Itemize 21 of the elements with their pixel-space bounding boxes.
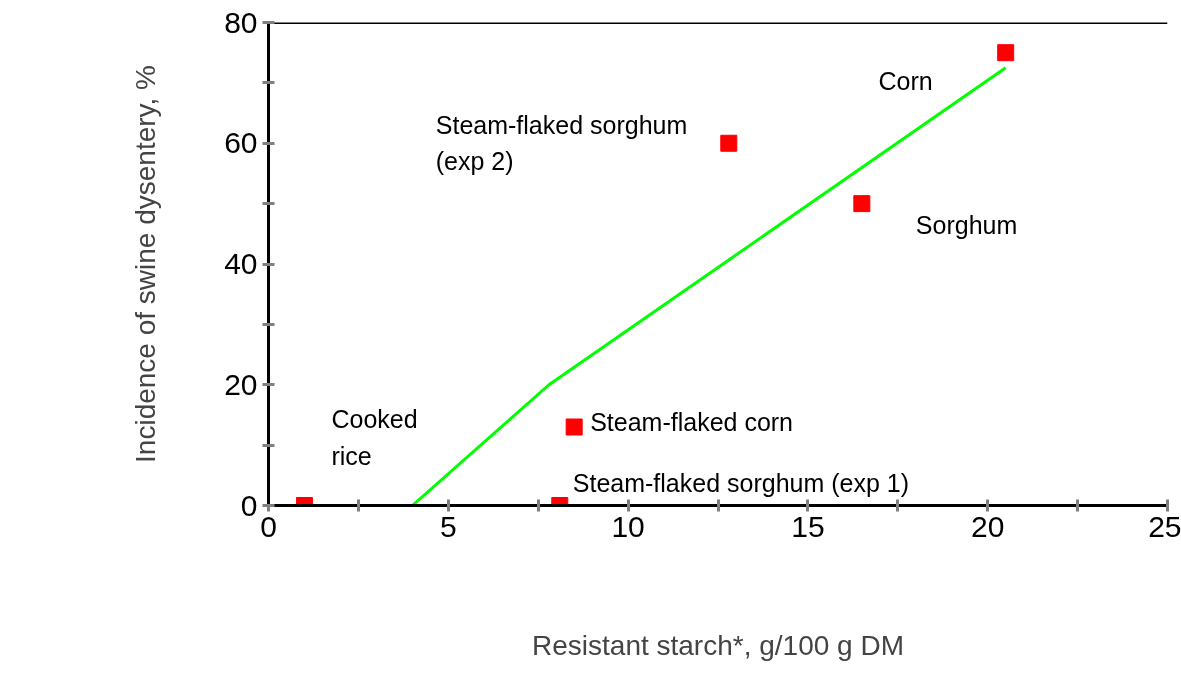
point	[720, 134, 738, 152]
x-tick-label: 5	[439, 509, 457, 543]
x-axis-title: Resistant starch*, g/100 g DM	[532, 629, 904, 661]
y-tick-label: 40	[224, 247, 258, 280]
annotation: Cooked rice	[331, 405, 418, 470]
annotation: Steam-flaked sorghum (exp 2)	[435, 111, 688, 176]
point	[853, 195, 871, 213]
annotation: Sorghum	[915, 210, 1018, 239]
x-tick-label: 20	[971, 509, 1005, 543]
y-tick-label: 0	[240, 488, 258, 522]
x-tick-label: 10	[611, 509, 645, 543]
annotation: Steam-flaked corn	[590, 408, 794, 437]
y-tick-label: 20	[224, 367, 258, 401]
x-tick-label: 15	[791, 509, 825, 543]
y-tick-label: 80	[224, 5, 258, 39]
point	[997, 44, 1015, 62]
y-axis-title: Incidence of swine dysentery, %	[130, 65, 162, 463]
x-tick-label: 25	[1148, 509, 1181, 543]
annotation: Steam-flaked sorghum (exp 1)	[572, 468, 910, 497]
annotation: Corn	[878, 66, 933, 95]
y-tick-label: 60	[224, 126, 258, 160]
